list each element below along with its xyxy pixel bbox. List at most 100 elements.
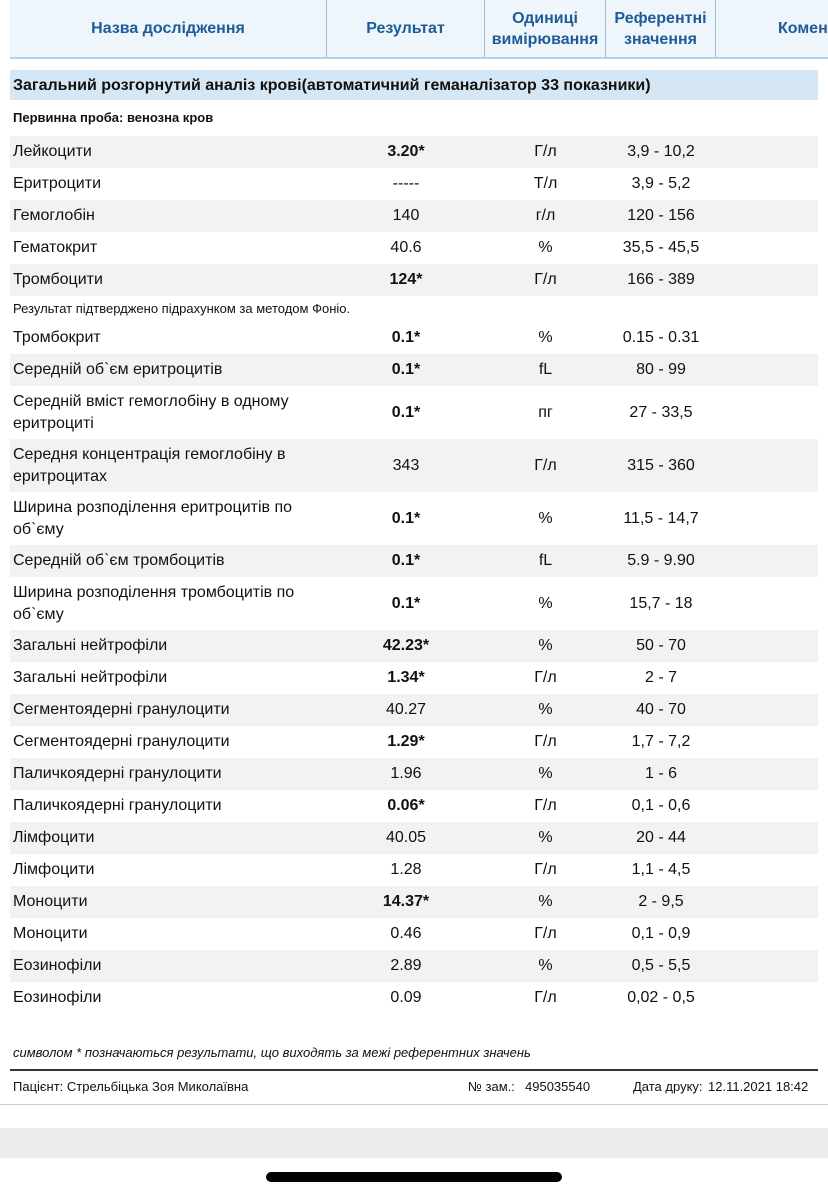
result-row: Сегментоядерні гранулоцити 1.29* Г/л 1,7 - …	[10, 726, 818, 758]
unit: %	[538, 594, 553, 612]
test-name: Середній вміст гемоглобіну в одному ерит…	[13, 392, 289, 432]
unit: Г/л	[534, 669, 557, 686]
unit: Г/л	[534, 271, 557, 288]
test-name: Паличкоядерні гранулоцити	[13, 765, 222, 782]
note: Результат підтверджено підрахунком за ме…	[13, 301, 351, 316]
reference-range: 80 - 99	[636, 361, 686, 378]
test-name: Паличкоядерні гранулоцити	[13, 797, 222, 814]
result-value: 1.96	[390, 765, 422, 782]
test-name: Середній об`єм еритроцитів	[13, 361, 223, 378]
reference-range: 20 - 44	[636, 829, 686, 846]
unit: fL	[538, 552, 553, 569]
unit: %	[538, 509, 553, 527]
result-row: Еозинофіли 2.89% 0,5 - 5,5	[10, 950, 818, 982]
reference-range: 1,1 - 4,5	[631, 861, 691, 878]
unit: Г/л	[534, 925, 557, 942]
test-name: Тромбоцити	[13, 271, 103, 288]
result-row: Паличкоядерні гранулоцити 1.96% 1 - 6	[10, 758, 818, 790]
reference-range: 315 - 360	[627, 456, 695, 474]
unit: %	[538, 957, 553, 974]
reference-range: 35,5 - 45,5	[622, 239, 700, 256]
result-value: 124*	[389, 271, 423, 288]
reference-range: 0,1 - 0,6	[631, 797, 691, 814]
reference-range: 2 - 9,5	[638, 893, 684, 910]
result-value: 0.1*	[391, 403, 421, 421]
result-value: 0.1*	[391, 329, 421, 346]
result-value: 40.05	[385, 829, 427, 846]
reference-range: 27 - 33,5	[629, 403, 693, 421]
test-name: Гемоглобін	[13, 207, 95, 224]
result-value: 3.20*	[387, 143, 425, 160]
column-header: Результат	[327, 0, 485, 57]
result-value: 0.06*	[387, 797, 425, 814]
unit: г/л	[535, 207, 556, 224]
sample-type: Первинна проба: венозна кров	[13, 110, 214, 125]
unit: %	[538, 893, 553, 910]
result-value: 0.1*	[391, 361, 421, 378]
divider	[0, 1104, 828, 1105]
table-header: Назва дослідження Результат Одиниці вимі…	[10, 0, 828, 59]
unit: %	[538, 239, 553, 256]
result-row: Тромбокрит 0.1*% 0.15 - 0.31	[10, 322, 818, 354]
result-value: 0.1*	[391, 509, 421, 527]
results-table: Лейкоцити 3.20* Г/л 3,9 - 10,2 Еритроцити ---…	[10, 136, 818, 1014]
result-row: Моноцити 14.37*% 2 - 9,5	[10, 886, 818, 918]
footnote: символом * позначаються результати, що в…	[13, 1045, 531, 1060]
result-value: 42.23*	[382, 637, 430, 654]
result-value: 1.28	[390, 861, 422, 878]
order-number: 495035540	[525, 1079, 591, 1094]
reference-range: 15,7 - 18	[629, 594, 693, 612]
result-value: 0.46	[390, 925, 422, 942]
test-name: Загальні нейтрофіли	[13, 669, 168, 686]
reference-range: 3,9 - 5,2	[631, 175, 691, 192]
result-value: 14.37*	[382, 893, 430, 910]
test-name: Загальні нейтрофіли	[13, 637, 168, 654]
reference-range: 166 - 389	[627, 271, 695, 288]
result-row: Ширина розподілення еритроцитів по об`єм…	[10, 492, 818, 545]
test-name: Моноцити	[13, 893, 88, 910]
result-row: Лімфоцити 40.05% 20 - 44	[10, 822, 818, 854]
result-value: 140	[392, 207, 420, 224]
result-row: Середній об`єм еритроцитів 0.1* fL 80 - 99	[10, 354, 818, 386]
reference-range: 1 - 6	[644, 765, 677, 782]
result-row: Еозинофіли 0.09 Г/л 0,02 - 0,5	[10, 982, 818, 1014]
test-name: Середній об`єм тромбоцитів	[13, 552, 225, 569]
test-name: Сегментоядерні гранулоцити	[13, 733, 230, 750]
result-value: 0.09	[390, 989, 422, 1006]
result-row: Лімфоцити 1.28 Г/л 1,1 - 4,5	[10, 854, 818, 886]
toolbar-area	[0, 1128, 828, 1158]
result-row: Еритроцити ----- Т/л 3,9 - 5,2	[10, 168, 818, 200]
test-name: Лімфоцити	[13, 829, 95, 846]
patient: Пацієнт: Стрельбіцька Зоя Миколаївна	[13, 1079, 249, 1094]
result-row: Середній вміст гемоглобіну в одному ерит…	[10, 386, 818, 439]
result-row: Моноцити 0.46 Г/л 0,1 - 0,9	[10, 918, 818, 950]
unit: Г/л	[534, 733, 557, 750]
result-value: 2.89	[390, 957, 422, 974]
unit: пг	[538, 403, 553, 421]
column-header: Назва дослідження	[10, 0, 327, 57]
test-name: Лейкоцити	[13, 143, 92, 160]
reference-range: 3,9 - 10,2	[627, 143, 695, 160]
unit: %	[538, 829, 553, 846]
test-name: Моноцити	[13, 925, 88, 942]
reference-range: 0,1 - 0,9	[631, 925, 691, 942]
column-header: Референтні значення	[606, 0, 716, 57]
reference-range: 40 - 70	[636, 701, 686, 718]
result-row: Лейкоцити 3.20* Г/л 3,9 - 10,2	[10, 136, 818, 168]
test-name: Лімфоцити	[13, 861, 95, 878]
result-value: 1.34*	[387, 669, 425, 686]
reference-range: 0.15 - 0.31	[622, 329, 700, 346]
result-row: Загальні нейтрофіли 1.34* Г/л 2 - 7	[10, 662, 818, 694]
reference-range: 11,5 - 14,7	[623, 509, 699, 527]
home-indicator	[266, 1172, 562, 1182]
test-name: Гематокрит	[13, 239, 98, 256]
unit: Г/л	[534, 797, 557, 814]
unit: Т/л	[533, 175, 558, 192]
unit: %	[538, 765, 553, 782]
date-label: Дата друку:	[633, 1079, 703, 1094]
unit: %	[538, 637, 553, 654]
result-row: Паличкоядерні гранулоцити 0.06* Г/л 0,1 - 0…	[10, 790, 818, 822]
reference-range: 50 - 70	[636, 637, 686, 654]
test-name: Еритроцити	[13, 175, 101, 192]
